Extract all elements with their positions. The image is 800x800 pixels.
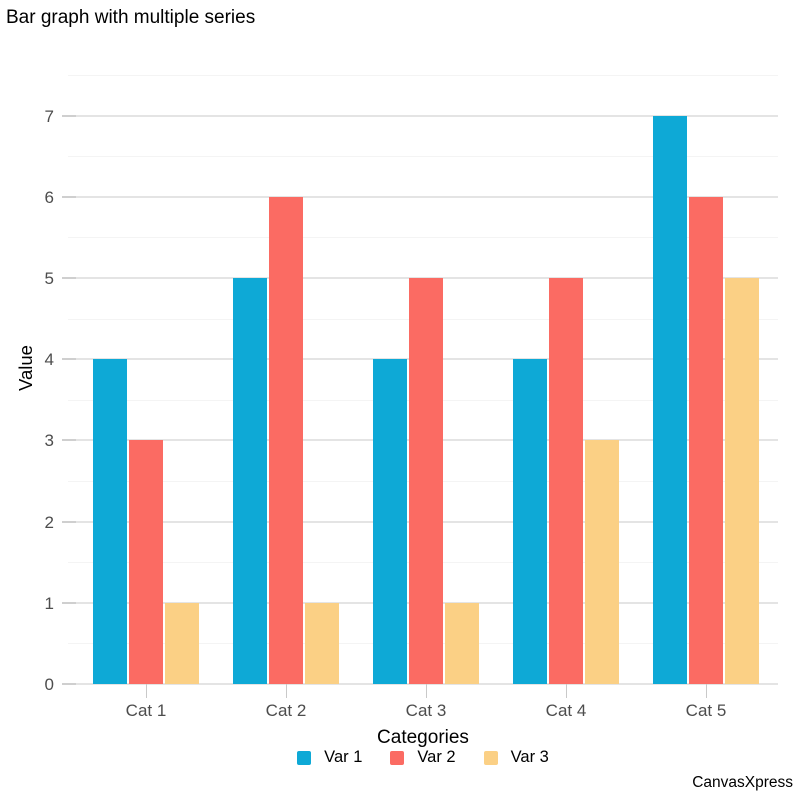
y-axis-tick <box>62 439 76 442</box>
bar-group-cat-4 <box>496 278 636 684</box>
plot-area: 0 1 2 3 4 5 6 7 Cat 1 Cat 2 Cat 3 Cat 4 Cat 5 <box>45 75 778 720</box>
y-axis-tick <box>62 114 76 117</box>
legend: Var 1 Var 2 Var 3 <box>68 749 778 766</box>
legend-label: Var 2 <box>417 748 456 766</box>
x-axis-tick-label: Cat 1 <box>125 701 167 720</box>
y-axis-tick-label: 6 <box>44 187 54 207</box>
legend-swatch <box>483 750 498 765</box>
bar-cat-2-var-3[interactable] <box>305 602 339 684</box>
legend-item-var-1[interactable]: Var 1 <box>297 749 362 766</box>
canvasxpress-branding: CanvasXpress <box>692 774 793 791</box>
bar-group-cat-2 <box>216 196 356 684</box>
legend-swatch <box>297 750 312 765</box>
bar-cat-4-var-2[interactable] <box>549 278 583 684</box>
x-axis-title: Categories <box>377 727 469 748</box>
y-axis-tick <box>62 358 76 361</box>
x-axis-tick-label: Cat 5 <box>685 701 727 720</box>
bar-cat-4-var-3[interactable] <box>585 440 619 684</box>
x-axis-tick <box>145 684 147 698</box>
bar-cat-1-var-1[interactable] <box>93 359 127 684</box>
x-axis-tick <box>425 684 427 698</box>
bar-group-cat-5 <box>636 115 776 684</box>
bar-cat-5-var-3[interactable] <box>725 278 759 684</box>
bar-cat-1-var-2[interactable] <box>129 440 163 684</box>
gridline-minor <box>68 75 778 76</box>
y-axis-tick <box>62 601 76 604</box>
x-axis-tick <box>705 684 707 698</box>
bar-cat-3-var-1[interactable] <box>373 359 407 684</box>
legend-swatch <box>390 750 405 765</box>
bar-group-cat-1 <box>76 359 216 684</box>
y-axis-tick <box>62 683 76 685</box>
bar-group-cat-3 <box>356 278 496 684</box>
legend-item-var-3[interactable]: Var 3 <box>483 748 549 766</box>
y-axis-tick-label: 1 <box>44 593 54 613</box>
x-axis-tick-label: Cat 4 <box>545 701 587 720</box>
y-axis-tick-label: 0 <box>44 675 54 694</box>
bar-cat-5-var-2[interactable] <box>689 196 723 684</box>
y-axis-tick-label: 5 <box>44 269 54 288</box>
bar-cat-2-var-2[interactable] <box>269 196 303 684</box>
y-axis-tick <box>62 277 76 279</box>
y-axis-tick-label: 4 <box>44 350 54 370</box>
bar-cat-5-var-1[interactable] <box>653 115 687 684</box>
bar-cat-3-var-2[interactable] <box>409 278 443 684</box>
bar-cat-3-var-3[interactable] <box>445 602 479 684</box>
x-axis-tick-label: Cat 3 <box>405 701 447 720</box>
y-axis-tick <box>62 520 76 523</box>
bar-cat-2-var-1[interactable] <box>233 278 267 684</box>
y-axis-tick-label: 3 <box>44 431 54 451</box>
bar-cat-1-var-3[interactable] <box>165 602 199 684</box>
x-axis-tick <box>565 684 567 698</box>
x-axis-tick-label: Cat 2 <box>265 701 307 720</box>
legend-item-var-2[interactable]: Var 2 <box>390 748 456 766</box>
x-axis-tick <box>285 684 287 698</box>
bar-cat-4-var-1[interactable] <box>513 359 547 684</box>
legend-label: Var 1 <box>324 748 363 766</box>
y-axis-tick-label: 7 <box>44 106 54 126</box>
legend-label: Var 3 <box>510 748 549 766</box>
y-axis-tick-label: 2 <box>44 512 54 532</box>
chart-title: Bar graph with multiple series <box>6 7 256 28</box>
y-axis-tick <box>62 195 76 198</box>
